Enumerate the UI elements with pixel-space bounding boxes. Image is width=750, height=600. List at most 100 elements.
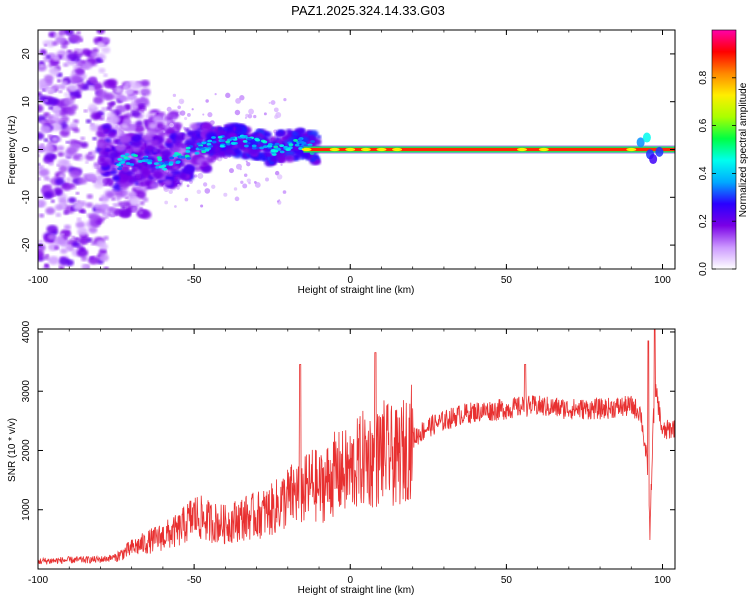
spectrogram-noise-cell <box>57 79 62 83</box>
spectrogram-noise-cell <box>200 204 204 208</box>
spectrogram-noise-cell <box>214 93 217 96</box>
spectrogram-noise-cell <box>234 109 241 116</box>
spectrogram-noise-cell <box>42 254 50 261</box>
spectrogram-noise-cell <box>142 93 146 96</box>
spectrogram-band-cell <box>112 175 121 182</box>
spectrogram-noise-cell <box>38 239 44 244</box>
spectrogram-noise-cell <box>182 126 186 129</box>
spectrogram-noise-cell <box>135 120 144 127</box>
ridge-spot <box>301 147 312 152</box>
spectrogram-noise-cell <box>67 52 78 61</box>
spectrogram-noise-cell <box>254 182 261 188</box>
spectrogram-band-cell <box>235 126 243 133</box>
spectrogram-ridge-cell <box>293 139 298 142</box>
spectrogram-noise-cell <box>65 140 70 144</box>
spectrogram-noise-cell <box>44 144 55 153</box>
snr-x-tick-label: 50 <box>501 575 513 586</box>
spectrogram-noise-cell <box>66 230 70 234</box>
spectrogram-noise-cell <box>248 181 251 185</box>
spectrogram-ridge-cell <box>147 159 153 163</box>
spectrogram-ridge-cell <box>157 161 163 165</box>
spectrogram-band-cell <box>293 145 301 151</box>
spectrogram-noise-cell <box>96 41 106 48</box>
spectrogram-noise-cell <box>103 177 115 186</box>
spectrogram-ridge-cell <box>158 165 164 169</box>
spectrogram-noise-cell <box>70 142 81 151</box>
snr-x-axis: -100 -50 0 50 100 <box>28 329 671 586</box>
snr-series-line <box>38 329 675 565</box>
spectrogram-noise-cell <box>54 110 62 117</box>
spectrogram-noise-cell <box>43 138 49 142</box>
spectrogram-noise-cell <box>78 153 83 157</box>
spectrogram-noise-cell <box>168 189 173 195</box>
spectrogram-noise-cell <box>72 241 81 248</box>
spectrogram-band-cell <box>158 144 165 150</box>
spectrogram-ridge-cell <box>129 163 135 166</box>
spectrogram-noise-cell <box>98 253 109 262</box>
spectrogram-noise-cell <box>139 201 145 206</box>
spectrogram-noise-cell <box>44 263 49 267</box>
spectrogram-band-cell <box>152 170 164 179</box>
spectrogram-noise-cell <box>273 107 279 113</box>
spectrogram-noise-cell <box>89 76 97 82</box>
spectrogram-noise-cell <box>76 41 80 45</box>
spectrogram-noise-cell <box>86 193 94 199</box>
snr-x-tick-label: -100 <box>28 575 48 586</box>
spectrogram-band-cell <box>311 138 322 146</box>
spectrogram-noise-cell <box>55 212 62 218</box>
spectrogram-noise-cell <box>139 206 143 210</box>
spectrogram-noise-cell <box>87 80 91 84</box>
spectrogram-noise-cell <box>176 186 180 190</box>
spectrogram-ridge-cell <box>275 147 281 151</box>
spectrogram-ridge-cell <box>267 143 273 146</box>
spectrogram-ridge-cell <box>288 143 294 147</box>
spectrogram-ridge-cell <box>283 145 289 149</box>
spectrogram-noise-cell <box>179 179 183 183</box>
spectrogram-band-cell <box>144 180 152 186</box>
spectrogram-noise-cell <box>129 196 141 206</box>
spectrogram-band-cell <box>185 164 195 172</box>
spectrogram-ridge-cell <box>133 154 139 158</box>
spectrogram-noise-cell <box>43 44 48 47</box>
spectrogram-ridge-cell <box>274 142 280 146</box>
spectrogram-noise-cell <box>38 165 45 170</box>
spectrogram-noise-cell <box>167 117 173 121</box>
spectrogram-x-tick-label: 0 <box>347 275 353 286</box>
spectrogram-noise-cell <box>68 33 80 43</box>
spectrogram-noise-cell <box>80 256 88 262</box>
spectrogram-noise-cell <box>58 165 68 173</box>
spectrogram-noise-cell <box>166 120 172 124</box>
spectrogram-ridge-cell <box>279 150 285 154</box>
spectrogram-noise-cell <box>58 90 63 94</box>
ridge-spot <box>360 147 371 152</box>
spectrogram-y-tick-label: -20 <box>21 237 32 252</box>
spectrogram-noise-cell <box>103 266 109 269</box>
spectrogram-noise-cell <box>38 104 44 113</box>
spectrogram-noise-cell <box>38 199 47 208</box>
spectrogram-band-cell <box>201 161 209 167</box>
spectrogram-noise-cell <box>131 207 137 213</box>
spectrogram-noise-cell <box>265 177 269 182</box>
snr-y-tick-label: 4000 <box>21 320 32 343</box>
spectrogram-noise-cell <box>278 199 281 202</box>
ridge-spot <box>392 147 403 152</box>
spectrogram-noise-cell <box>43 74 54 83</box>
snr-y-axis-title: SNR (10 * v/v) <box>7 418 18 482</box>
spectrogram-ridge-cell <box>247 137 252 141</box>
spectrogram-noise-cell <box>263 112 267 116</box>
spectrogram-noise-cell <box>122 191 128 196</box>
spectrogram-noise-cell <box>38 144 46 153</box>
spectrogram-ridge-cell <box>156 156 162 160</box>
spectrogram-noise-cell <box>81 85 89 91</box>
spectrogram-noise-cell <box>38 177 41 181</box>
spectrogram-band-cell <box>105 148 110 152</box>
spectrogram-ridge-cell <box>254 137 260 141</box>
spectrogram-noise-cell <box>59 257 70 266</box>
spectrogram-ridge-cell <box>243 144 249 148</box>
spectrogram-band-cell <box>285 128 293 135</box>
spectrogram-noise-cell <box>191 108 194 111</box>
ridge-disturbance <box>636 137 645 148</box>
spectrogram-noise-cell <box>70 184 75 187</box>
spectrogram-band-cell <box>126 148 134 154</box>
spectrogram-band-cell <box>115 143 126 152</box>
